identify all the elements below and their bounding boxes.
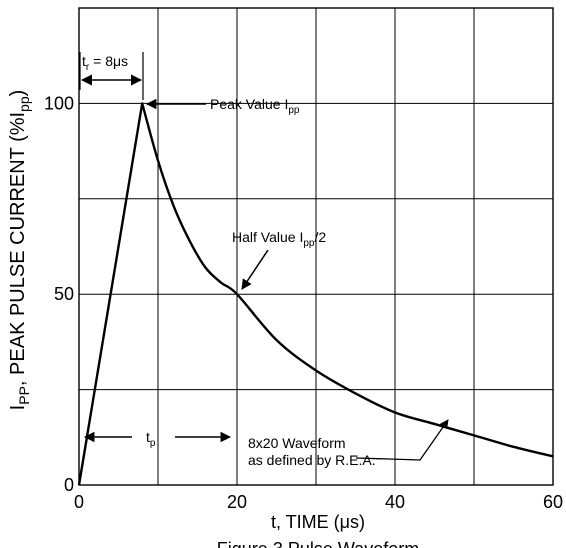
- half-annotation: Half Value Ipp/2: [232, 229, 326, 290]
- plot-frame: [78, 7, 554, 486]
- y-label-i: I: [7, 405, 29, 411]
- rise-time-annotation: tr = 8μs: [79, 52, 144, 100]
- waveform-annotation: 8x20 Waveform as defined by R.E.A.: [248, 419, 449, 468]
- x-tick-label: 40: [385, 492, 405, 512]
- half-label: Half Value Ipp/2: [232, 229, 326, 249]
- half-arrow: [241, 249, 269, 290]
- figure-caption: Figure 3 Pulse Waveform: [217, 539, 419, 548]
- x-tick-label: 20: [227, 492, 247, 512]
- y-tick-label: 100: [44, 93, 74, 113]
- grid: [79, 8, 553, 485]
- peak-label: Peak Value Ipp: [210, 96, 300, 116]
- x-tick-label: 60: [543, 492, 563, 512]
- waveform-line1: 8x20 Waveform: [248, 435, 346, 451]
- y-label-sub2: pp: [16, 96, 32, 112]
- waveform-pointer: [355, 419, 449, 461]
- y-tick-label: 0: [64, 475, 74, 495]
- y-label-end: ): [7, 90, 29, 97]
- x-axis-label: t, TIME (μs): [271, 512, 365, 532]
- x-tick-label: 0: [74, 492, 84, 512]
- tick-labels: 0 20 40 60 0 50 100: [44, 93, 563, 512]
- y-label-sub1: PP: [16, 386, 32, 405]
- waveform-curve: [77, 102, 554, 486]
- rise-time-label: tr = 8μs: [82, 53, 128, 73]
- peak-annotation: Peak Value Ipp: [145, 96, 300, 116]
- y-label-mid: , PEAK PULSE CURRENT (%I: [7, 112, 29, 386]
- waveform-line2: as defined by R.E.A.: [248, 452, 376, 468]
- y-tick-label: 50: [54, 284, 74, 304]
- tp-label: tp: [146, 429, 156, 449]
- y-axis-label: IPP, PEAK PULSE CURRENT (%Ipp): [7, 90, 32, 411]
- pulse-width-annotation: tp: [83, 429, 232, 449]
